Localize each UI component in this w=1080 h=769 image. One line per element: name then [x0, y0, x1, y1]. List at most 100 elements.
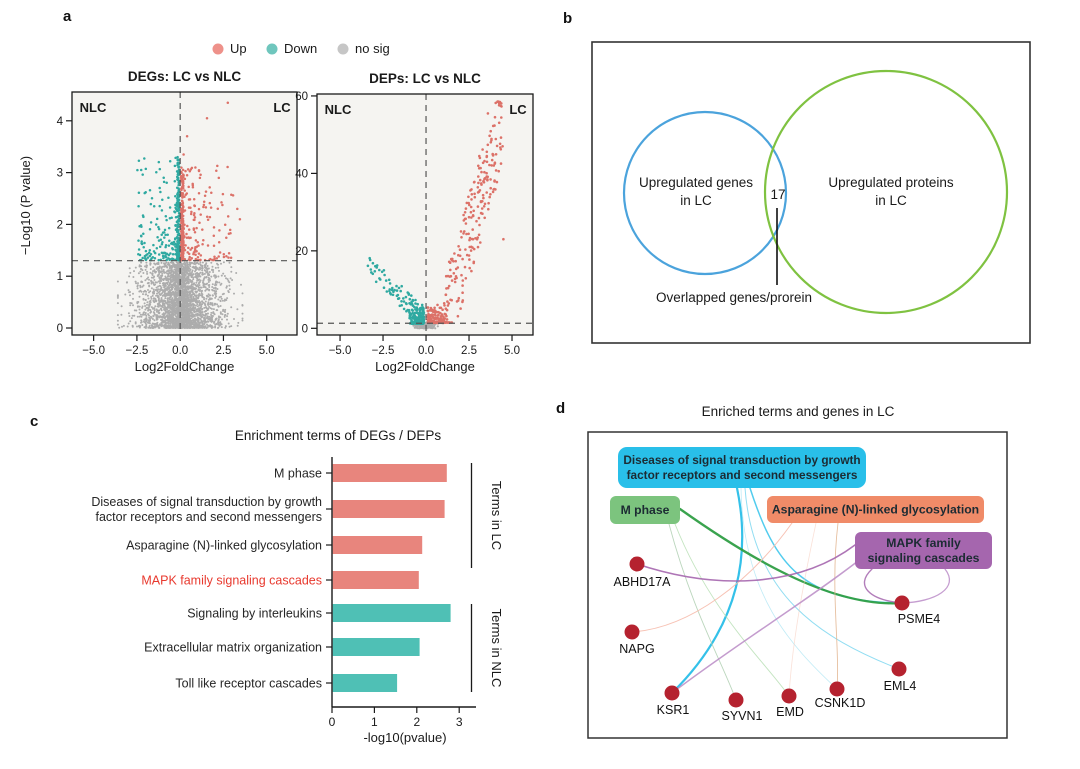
y-tick-label: 1 — [57, 271, 63, 283]
edge-asparagine-CSNK1D — [834, 522, 839, 690]
edge-mapk-KSR1 — [671, 560, 859, 694]
x-tick-label: 2.5 — [215, 345, 231, 357]
y-tick-label: 60 — [295, 91, 308, 103]
bar-mapk-family-signaling-cascades — [332, 571, 419, 589]
term-box-mapk — [855, 532, 992, 569]
venn-set-label: in LC — [875, 193, 907, 208]
gene-label-EMD: EMD — [776, 705, 804, 719]
panel-a-volcano-plots: 0 1 2 3 4 −5.0 −2.5 0.0 2.5 5.0 DEGs: LC vs NLC NLC… — [18, 41, 534, 374]
x-tick-label: 0.0 — [418, 345, 434, 357]
volcano-legend: Up Down no sig — [212, 41, 390, 56]
panel-b-venn-diagram: Upregulated genes in LC Upregulated protei… — [591, 41, 1031, 344]
gene-label-ABHD17A: ABHD17A — [614, 575, 672, 589]
edge-mphase-EMD — [674, 523, 790, 697]
gene-label-EML4: EML4 — [884, 679, 917, 693]
plot-title: DEGs: LC vs NLC — [128, 69, 242, 84]
panel-c-label: c — [30, 413, 39, 430]
x-axis-label: Log2FoldChange — [375, 359, 475, 374]
term-box-label: signaling cascades — [868, 551, 980, 565]
bar-signaling-by-interleukins — [332, 604, 451, 622]
legend-dot-Up — [212, 43, 224, 55]
term-box-label: MAPK family — [886, 536, 961, 550]
legend-label: Down — [284, 41, 317, 56]
gene-node-CSNK1D — [829, 681, 845, 697]
panel-b-label: b — [563, 10, 573, 27]
bar-category-label: Diseases of signal transduction by growt… — [91, 495, 322, 509]
y-tick-label: 3 — [57, 168, 63, 180]
gene-label-CSNK1D: CSNK1D — [815, 696, 866, 710]
y-tick-label: 20 — [295, 246, 308, 258]
x-axis-label: -log10(pvalue) — [363, 730, 446, 745]
term-box-asparagine — [767, 496, 984, 523]
y-tick-label: 2 — [57, 219, 63, 231]
venn-set-label: in LC — [680, 193, 712, 208]
legend-dot-no-sig — [337, 43, 349, 55]
y-tick-label: 40 — [295, 168, 308, 180]
bar-category-label: Extracellular matrix organization — [144, 641, 322, 655]
bar-category-label: MAPK family signaling cascades — [141, 574, 322, 588]
y-tick-label: 0 — [57, 323, 63, 335]
network-edges — [631, 486, 951, 701]
corner-label-lc: LC — [273, 100, 291, 115]
plot-background — [317, 94, 533, 335]
venn-set-label: Upregulated genes — [639, 175, 753, 190]
network-title: Enriched terms and genes in LC — [702, 404, 895, 419]
plot-title: DEPs: LC vs NLC — [369, 71, 481, 86]
corner-label-nlc: NLC — [80, 100, 107, 115]
gene-node-NAPG — [624, 624, 640, 640]
bar-asparagine-n-linked-glycosylation — [332, 536, 423, 554]
gene-label-PSME4: PSME4 — [898, 612, 940, 626]
gene-node-PSME4 — [894, 595, 910, 611]
gene-node-KSR1 — [664, 685, 680, 701]
edge-mapk-ABHD17A — [636, 544, 856, 582]
group-bracket-label: Terms in NLC — [489, 609, 504, 688]
venn-circle-genes — [622, 110, 788, 276]
corner-label-lc: LC — [509, 102, 527, 117]
x-tick-label: 5.0 — [504, 345, 520, 357]
x-tick-label: 0 — [329, 715, 336, 729]
gene-node-ABHD17A — [629, 556, 645, 572]
gene-label-NAPG: NAPG — [619, 642, 654, 656]
venn-set-label: Upregulated proteins — [828, 175, 954, 190]
legend-dot-Down — [266, 43, 278, 55]
scatter-points — [116, 101, 244, 329]
term-box-diseases — [618, 447, 866, 488]
term-box-mphase — [610, 496, 680, 524]
panel-d-term-gene-network: Enriched terms and genes in LC Diseases o… — [587, 404, 1008, 739]
venn-overlap-count: 17 — [770, 187, 785, 202]
gene-node-EMD — [781, 688, 797, 704]
scatter-points — [366, 100, 505, 330]
group-bracket-label: Terms in LC — [489, 481, 504, 550]
term-box-label: M phase — [621, 503, 670, 517]
panel-a-label: a — [63, 8, 72, 25]
legend-label: no sig — [355, 41, 390, 56]
venn-annotation: Overlapped genes/prorein — [656, 290, 812, 305]
gene-node-EML4 — [891, 661, 907, 677]
bar-extracellular-matrix-organization — [332, 638, 420, 656]
x-tick-label: 2.5 — [461, 345, 477, 357]
bar-category-label: M phase — [274, 467, 322, 481]
bar-category-label: Asparagine (N)-linked glycosylation — [126, 539, 322, 553]
bar-m-phase — [332, 464, 447, 482]
corner-label-nlc: NLC — [325, 102, 352, 117]
plot-border — [316, 93, 534, 336]
edge-mapk-PSME4 — [863, 568, 903, 604]
x-axis-label: Log2FoldChange — [135, 359, 235, 374]
edge-diseases-KSR1 — [670, 486, 744, 695]
bar-category-label: Signaling by interleukins — [187, 607, 322, 621]
bar-diseases-of-signal-transduction-by-growth — [332, 500, 445, 518]
gene-label-SYVN1: SYVN1 — [722, 709, 763, 723]
x-tick-label: −2.5 — [126, 345, 149, 357]
edge-mapk-PSME4 — [901, 568, 951, 604]
term-box-label: Asparagine (N)-linked glycosylation — [772, 503, 979, 517]
term-box-label: factor receptors and second messengers — [627, 468, 858, 482]
gene-node-SYVN1 — [728, 692, 744, 708]
bar-category-label: Toll like receptor cascades — [175, 677, 322, 691]
y-axis-label: −Log10 (P value) — [18, 156, 33, 255]
x-tick-label: 2 — [413, 715, 420, 729]
edge-asparagine-EMD — [788, 522, 817, 697]
x-tick-label: 5.0 — [259, 345, 275, 357]
edge-mphase-SYVN1 — [668, 523, 737, 701]
venn-frame — [591, 41, 1031, 344]
